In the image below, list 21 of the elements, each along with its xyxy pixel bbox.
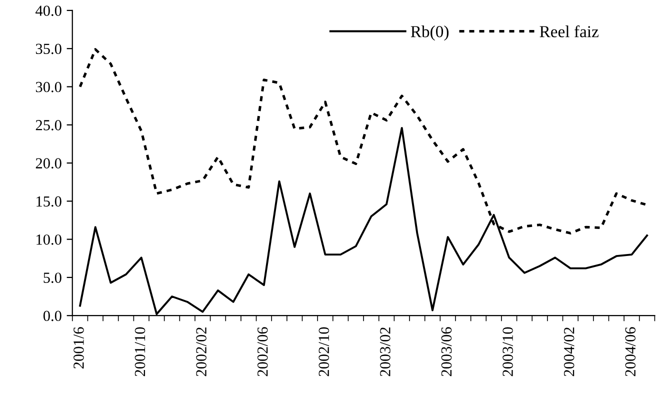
x-tick-label: 2003/10 bbox=[502, 327, 513, 376]
y-tick-label: 25.0 bbox=[36, 120, 62, 130]
x-tick-label: 2002/02 bbox=[196, 328, 206, 376]
legend-label: Reel faiz bbox=[540, 25, 598, 38]
x-tick-label: 2004/02 bbox=[564, 328, 574, 376]
y-tick-label: 35.0 bbox=[36, 44, 62, 54]
x-tick-label: 2004/06 bbox=[625, 327, 636, 376]
x-tick-label: 2002/10 bbox=[318, 327, 330, 376]
y-tick-label: 10.0 bbox=[36, 234, 62, 245]
y-tick-label: 30.0 bbox=[36, 82, 62, 92]
y-tick-label: 15.0 bbox=[36, 196, 62, 207]
x-tick-label: 2002/06 bbox=[257, 327, 268, 376]
x-tick-label: 2003/02 bbox=[380, 328, 390, 376]
y-tick-label: 40.0 bbox=[36, 6, 62, 16]
legend-label: Rb(0) bbox=[410, 26, 449, 41]
y-tick-label: 20.0 bbox=[36, 158, 62, 169]
x-tick-label: 2003/06 bbox=[441, 327, 452, 376]
y-tick-label: 0.0 bbox=[43, 310, 62, 322]
x-tick-label: 2001/10 bbox=[134, 327, 146, 376]
y-tick-label: 5.0 bbox=[44, 272, 62, 283]
x-tick-label: 2001/6 bbox=[74, 327, 84, 368]
